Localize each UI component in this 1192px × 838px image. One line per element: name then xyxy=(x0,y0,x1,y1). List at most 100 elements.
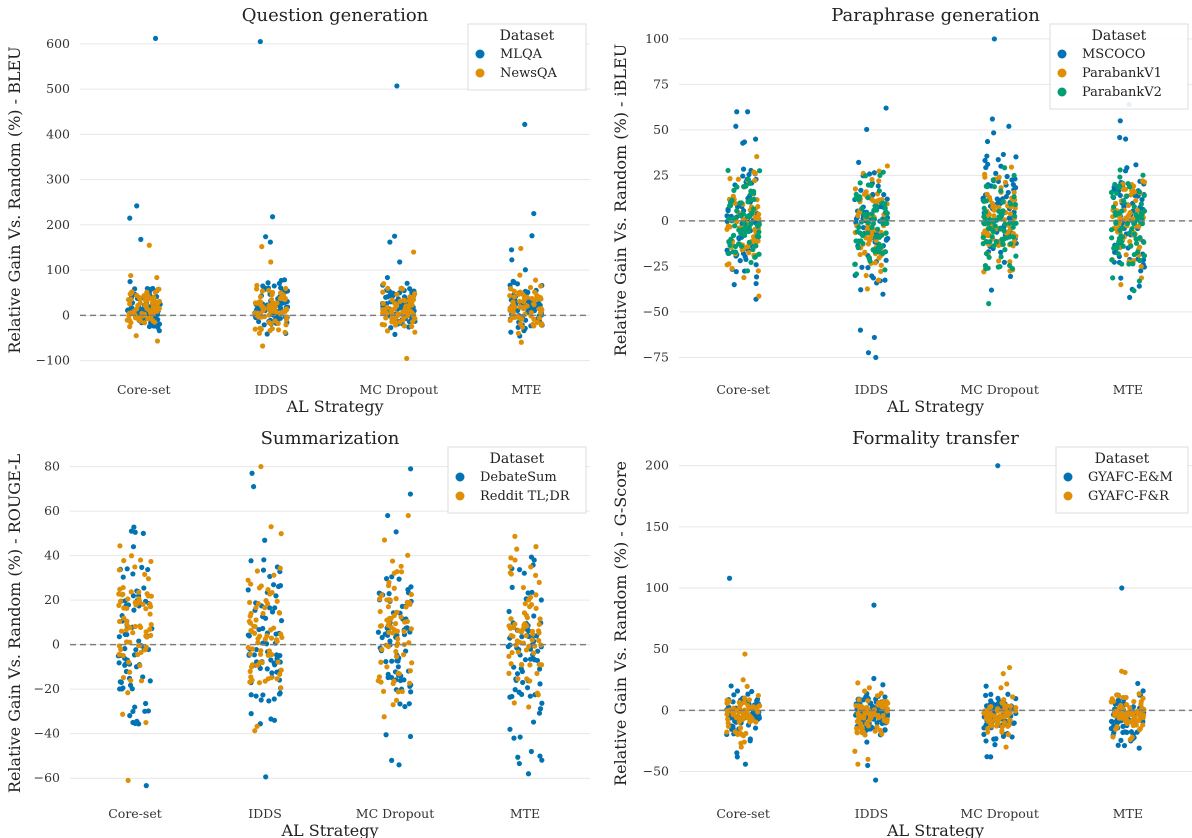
point xyxy=(1115,742,1121,748)
legend-marker xyxy=(1057,87,1067,97)
point xyxy=(875,702,881,708)
point xyxy=(404,280,410,286)
point xyxy=(996,204,1002,211)
legend-marker xyxy=(1057,68,1067,78)
point xyxy=(528,309,534,316)
point xyxy=(748,196,754,203)
point xyxy=(871,170,877,176)
point xyxy=(534,319,540,326)
point xyxy=(1007,273,1014,279)
data-points xyxy=(124,35,545,362)
point xyxy=(734,184,740,190)
point-outlier xyxy=(271,717,278,723)
point xyxy=(984,713,990,719)
point xyxy=(991,184,998,190)
point xyxy=(1113,212,1119,218)
point xyxy=(1110,194,1116,200)
x-tick-label: Core-set xyxy=(117,382,171,397)
point xyxy=(1124,220,1131,227)
point xyxy=(530,719,537,725)
point xyxy=(752,725,759,731)
point xyxy=(516,290,522,296)
point xyxy=(272,605,278,611)
point xyxy=(398,569,405,575)
point xyxy=(872,203,878,209)
point xyxy=(277,671,283,677)
point xyxy=(986,301,992,307)
point xyxy=(537,706,544,712)
point xyxy=(507,564,513,570)
point xyxy=(140,601,146,607)
point xyxy=(1005,723,1011,729)
point xyxy=(275,659,281,665)
point xyxy=(265,652,271,658)
point xyxy=(980,234,986,240)
point-outlier xyxy=(512,557,518,563)
point xyxy=(521,610,528,616)
point xyxy=(139,564,145,570)
point xyxy=(116,634,122,640)
point xyxy=(1002,247,1008,253)
point xyxy=(394,628,401,634)
point xyxy=(983,250,990,257)
point xyxy=(1128,719,1134,725)
point xyxy=(525,590,531,596)
point-outlier xyxy=(130,708,136,715)
point xyxy=(388,325,394,331)
point xyxy=(1117,134,1123,141)
point xyxy=(527,678,533,684)
point xyxy=(127,278,133,285)
point-outlier xyxy=(525,771,532,777)
point xyxy=(249,662,256,668)
point-outlier xyxy=(143,719,149,726)
point xyxy=(247,651,253,657)
point xyxy=(740,226,746,232)
point xyxy=(536,315,543,321)
point xyxy=(749,717,755,723)
point xyxy=(876,197,883,203)
point xyxy=(143,700,149,707)
point xyxy=(507,307,513,313)
point xyxy=(529,637,535,643)
point xyxy=(528,564,534,570)
point-outlier xyxy=(1129,734,1135,740)
point xyxy=(386,629,392,636)
point-outlier xyxy=(387,239,393,245)
point xyxy=(869,232,875,238)
point xyxy=(1110,204,1117,210)
point xyxy=(514,546,520,552)
legend-box xyxy=(447,446,587,514)
point xyxy=(393,654,400,660)
point xyxy=(730,705,736,711)
point-outlier xyxy=(127,215,133,221)
point xyxy=(126,659,132,665)
point-outlier xyxy=(268,259,274,265)
point xyxy=(506,623,512,629)
point xyxy=(727,199,734,205)
point xyxy=(507,317,513,324)
point-outlier xyxy=(258,463,264,470)
point-outlier xyxy=(1127,294,1133,300)
point xyxy=(988,704,994,710)
point xyxy=(861,211,867,217)
point xyxy=(984,191,990,197)
point xyxy=(511,294,518,300)
point xyxy=(1136,278,1142,284)
point xyxy=(121,605,127,611)
point xyxy=(983,164,989,171)
point xyxy=(412,329,418,335)
point xyxy=(253,605,259,611)
point xyxy=(870,191,876,198)
point xyxy=(515,754,521,760)
point xyxy=(752,177,758,184)
point xyxy=(1137,234,1143,241)
point xyxy=(726,239,732,245)
point xyxy=(124,631,130,638)
point xyxy=(876,188,882,194)
point xyxy=(870,221,877,227)
point xyxy=(879,200,886,206)
point xyxy=(389,658,395,664)
point xyxy=(1012,213,1018,219)
point xyxy=(150,307,156,313)
point xyxy=(1111,245,1117,251)
